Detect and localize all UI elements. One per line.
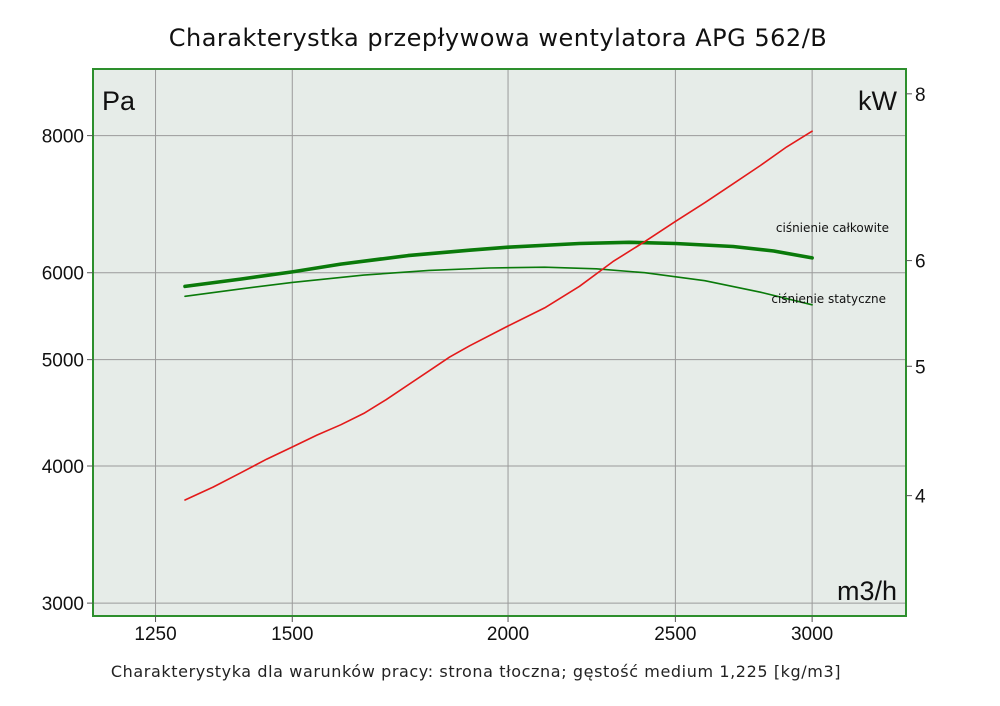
- series-line-power: [184, 130, 813, 501]
- chart-footnote: Charakterystyka dla warunków pracy: stro…: [111, 662, 841, 681]
- x-tick-label: 2000: [487, 624, 529, 645]
- x-tick-label: 2500: [654, 624, 696, 645]
- grid-lines: [93, 69, 906, 616]
- x-axis-unit: m3/h: [837, 576, 897, 606]
- y2-axis-unit: kW: [858, 86, 898, 116]
- y-tick-label: 4000: [42, 457, 84, 478]
- y-axis-ticks: 3000 4000 5000 6000 8000: [42, 127, 93, 615]
- y-tick-label: 3000: [42, 594, 84, 615]
- y2-tick-label: 4: [915, 487, 926, 508]
- x-tick-label: 3000: [791, 624, 833, 645]
- y2-tick-label: 8: [915, 85, 926, 106]
- plot-area: [93, 69, 906, 616]
- series-lines: [183, 130, 814, 501]
- y-tick-label: 6000: [42, 264, 84, 285]
- label-total-pressure: ciśnienie całkowite: [776, 221, 889, 235]
- series-line-total-pressure: [183, 240, 814, 289]
- y2-tick-label: 5: [915, 357, 926, 378]
- x-tick-label: 1250: [134, 624, 176, 645]
- y-tick-label: 5000: [42, 351, 84, 372]
- y2-tick-label: 6: [915, 252, 926, 273]
- series-line-static-pressure: [184, 266, 813, 306]
- y-tick-label: 8000: [42, 127, 84, 148]
- plot-frame: [92, 68, 907, 617]
- y-axis-unit: Pa: [102, 86, 136, 116]
- x-tick-label: 1500: [271, 624, 313, 645]
- y2-axis-ticks: 4 5 6 8: [906, 85, 926, 508]
- chart-title: Charakterystka przepływowa wentylatora A…: [169, 24, 828, 52]
- label-static-pressure: ciśnienie statyczne: [771, 292, 886, 306]
- x-axis-ticks: 1250 1500 2000 2500 3000: [134, 616, 833, 645]
